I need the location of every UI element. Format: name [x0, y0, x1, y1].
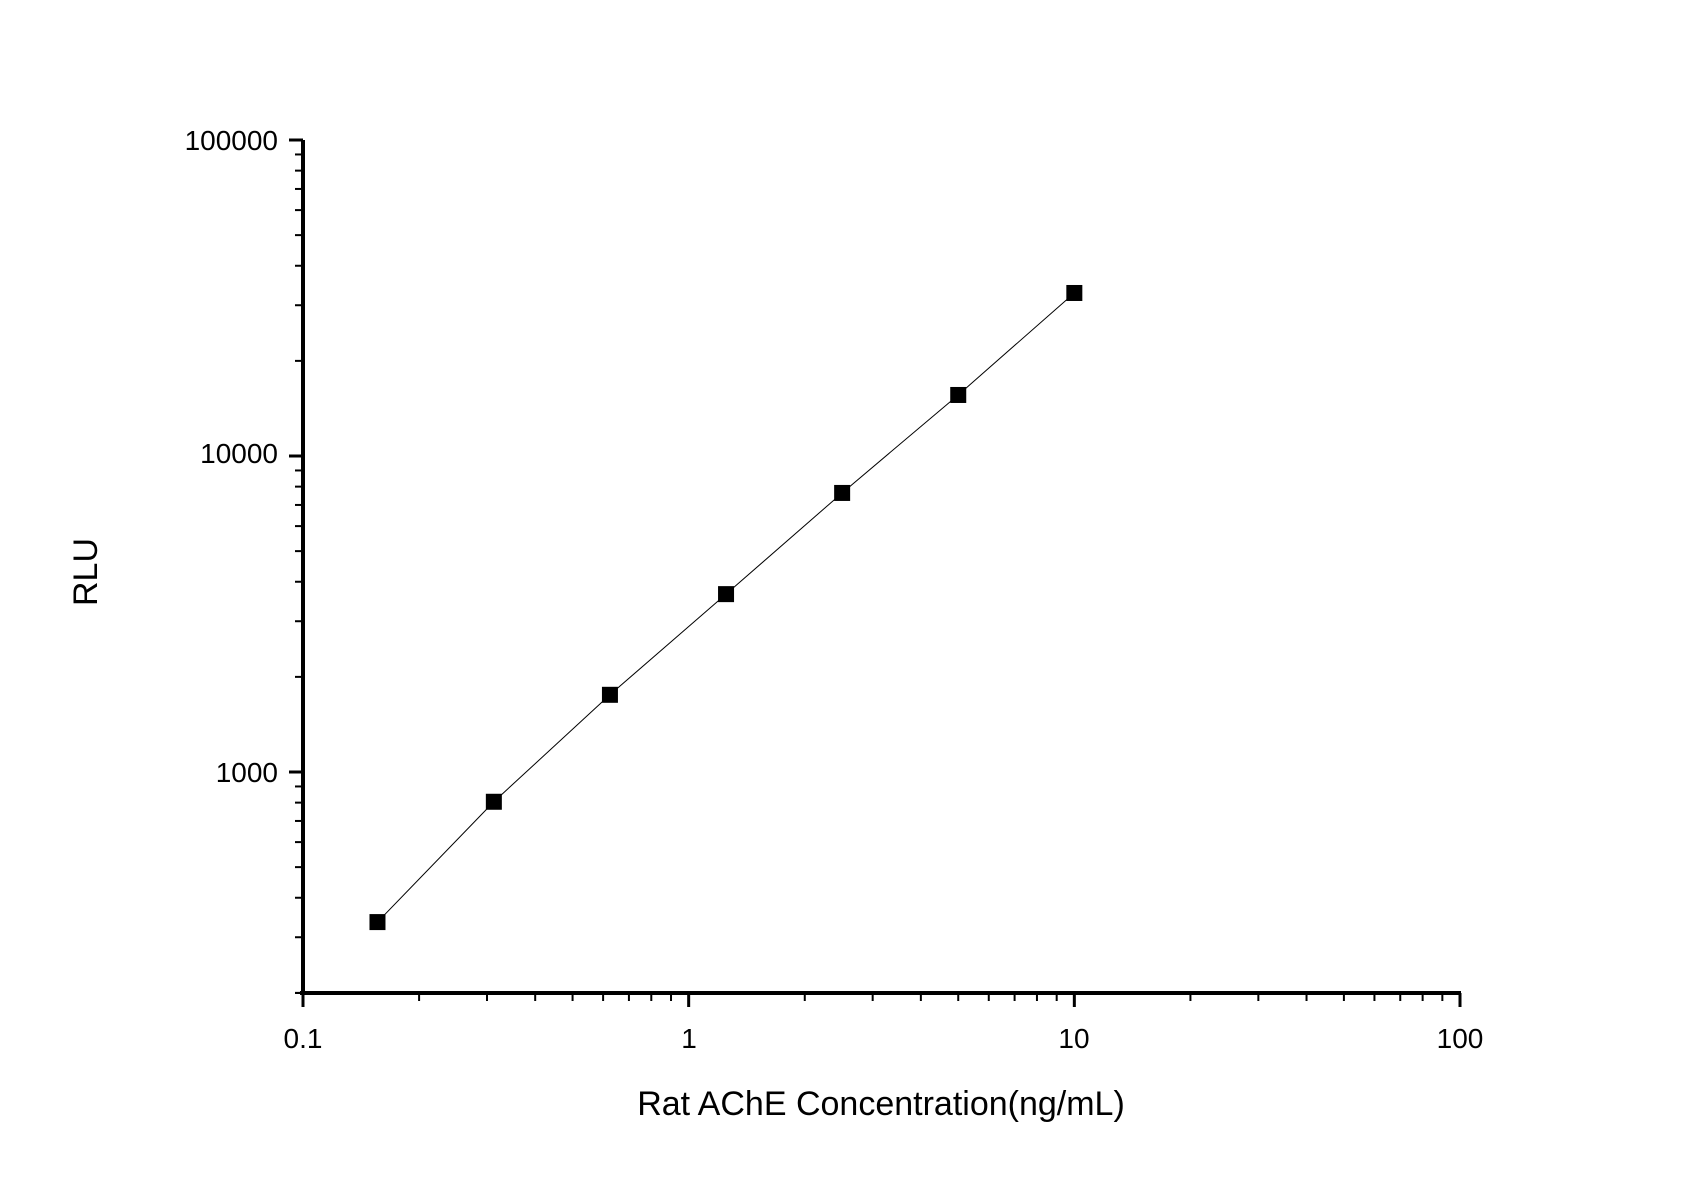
data-point-marker [718, 586, 735, 603]
x-tick-label: 1 [681, 1023, 697, 1054]
series-line [377, 292, 1075, 923]
x-axis-title: Rat AChE Concentration(ng/mL) [637, 1085, 1125, 1123]
y-axis-ticks [289, 138, 303, 994]
data-point-marker [601, 686, 618, 703]
data-point-marker [1066, 284, 1083, 301]
data-point-marker [950, 386, 967, 403]
y-tick-label: 1000 [216, 757, 278, 788]
data-point-marker [834, 484, 851, 501]
x-tick-label: 10 [1058, 1023, 1089, 1054]
x-axis-ticks [301, 993, 1462, 1007]
y-tick-label: 10000 [200, 438, 278, 469]
x-tick-label: 100 [1437, 1023, 1484, 1054]
data-point-marker [485, 793, 502, 810]
y-axis: 1000 10000 100000 RLU [67, 125, 305, 995]
plot-area [369, 284, 1083, 931]
data-point-marker [369, 914, 386, 931]
x-tick-label: 0.1 [284, 1023, 323, 1054]
y-axis-title: RLU [67, 538, 105, 606]
x-axis: 0.1 1 10 100 Rat AChE Concentration(ng/m… [284, 991, 1484, 1123]
y-tick-label: 100000 [185, 125, 278, 156]
